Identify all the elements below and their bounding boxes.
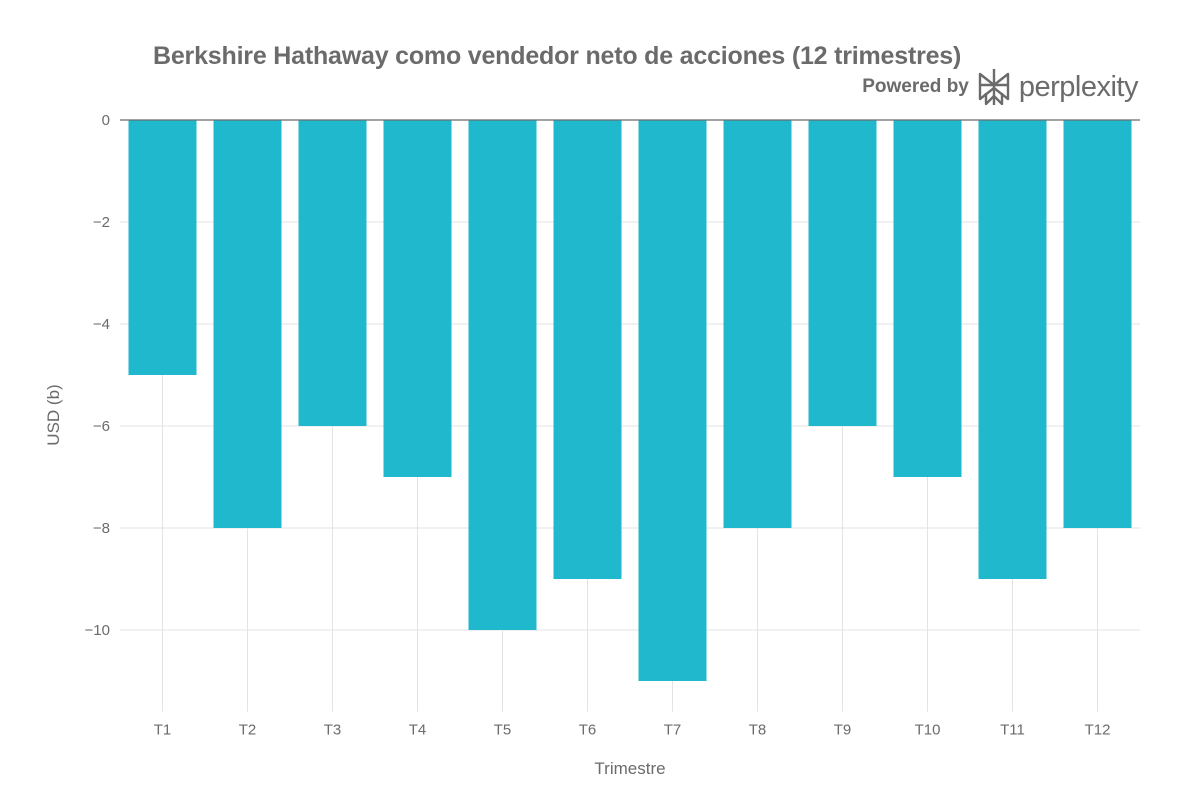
x-tick-label: T9 <box>834 722 852 739</box>
x-tick-label: T8 <box>749 722 767 739</box>
y-tick-label: 0 <box>102 112 110 129</box>
x-tick-label: T2 <box>239 722 257 739</box>
x-tick-label: T6 <box>579 722 597 739</box>
x-tick-labels: T1 T2 T3 T4 T5 T6 T7 T8 T9 T10 T11 T12 <box>154 722 1111 739</box>
bar-t9 <box>808 120 877 426</box>
x-axis-title: Trimestre <box>594 759 665 778</box>
bar-t8 <box>723 120 792 528</box>
bar-t5 <box>468 120 537 630</box>
x-tick-label: T10 <box>915 722 941 739</box>
bar-t10 <box>893 120 962 477</box>
x-tick-label: T11 <box>1000 722 1025 739</box>
bar-t3 <box>298 120 367 426</box>
x-tick-label: T7 <box>664 722 682 739</box>
bar-t7 <box>638 120 707 681</box>
x-tick-label: T5 <box>494 722 512 739</box>
y-tick-label: −4 <box>93 316 110 333</box>
perplexity-logo-icon <box>978 69 1010 106</box>
powered-by-brand: Powered by perplexity <box>862 68 1139 106</box>
y-tick-labels: 0 −2 −4 −6 −8 −10 <box>85 112 110 639</box>
y-axis-title: USD (b) <box>44 384 63 445</box>
x-tick-label: T12 <box>1085 722 1111 739</box>
x-tick-label: T1 <box>154 722 172 739</box>
y-tick-label: −6 <box>93 418 110 435</box>
x-tick-label: T3 <box>324 722 342 739</box>
perplexity-wordmark: perplexity <box>1018 70 1139 103</box>
bar-t12 <box>1063 120 1132 528</box>
bar-t1 <box>128 120 197 375</box>
bar-t2 <box>213 120 282 528</box>
y-tick-label: −10 <box>85 622 110 639</box>
bar-t6 <box>553 120 622 579</box>
y-tick-label: −8 <box>93 520 110 537</box>
powered-by-label: Powered by <box>862 76 969 97</box>
bars-layer <box>128 120 1132 681</box>
chart-title: Berkshire Hathaway como vendedor neto de… <box>153 42 962 70</box>
bar-t11 <box>978 120 1047 579</box>
x-tick-label: T4 <box>409 722 427 739</box>
bar-t4 <box>383 120 452 477</box>
y-tick-label: −2 <box>93 214 110 231</box>
